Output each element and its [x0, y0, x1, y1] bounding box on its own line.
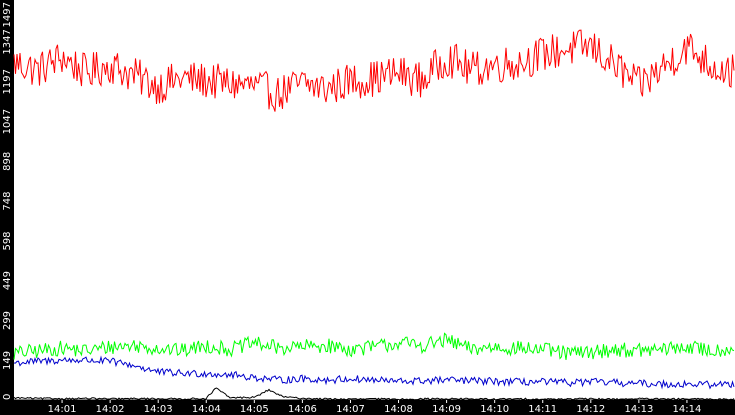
x-tick-label: 14:01: [48, 404, 77, 415]
y-tick-label: 449: [2, 271, 13, 290]
series-line-4: [13, 387, 735, 401]
x-tick-label: 14:09: [432, 404, 461, 415]
x-tick-label: 14:08: [384, 404, 413, 415]
x-tick-label: 14:12: [576, 404, 605, 415]
x-tick-label: 14:04: [192, 404, 221, 415]
x-tick-labels: 14:01 14:02 14:03 14:04 14:05 14:06 14:07 14:08…: [48, 400, 701, 415]
x-tick-label: 14:03: [144, 404, 173, 415]
x-tick-label: 14:07: [336, 404, 365, 415]
y-tick-label: 1497: [2, 2, 13, 27]
y-tick-label: 149: [2, 351, 13, 370]
series-line-1: [13, 29, 735, 112]
y-tick-labels: 0 149 299 449 598 748 898 1047 1197 1347 1497: [2, 2, 13, 400]
x-tick-label: 14:02: [96, 404, 125, 415]
series-line-3: [13, 355, 735, 390]
x-tick-label: 14:14: [672, 404, 701, 415]
x-tick-label: 14:13: [624, 404, 653, 415]
y-tick-label: 0: [2, 394, 13, 400]
y-tick-label: 748: [2, 192, 13, 211]
y-tick-label: 1047: [2, 109, 13, 134]
series-line-2: [13, 332, 735, 360]
x-tick-label: 14:05: [240, 404, 269, 415]
plot-area: [14, 0, 735, 400]
x-tick-label: 14:06: [288, 404, 317, 415]
x-tick-label: 14:11: [528, 404, 557, 415]
x-tick-label: 14:10: [480, 404, 509, 415]
y-tick-label: 898: [2, 152, 13, 171]
series-layer: [13, 29, 735, 401]
y-tick-label: 299: [2, 311, 13, 330]
y-tick-label: 1197: [2, 69, 13, 94]
y-tick-label: 598: [2, 231, 13, 250]
y-tick-label: 1347: [2, 29, 13, 54]
